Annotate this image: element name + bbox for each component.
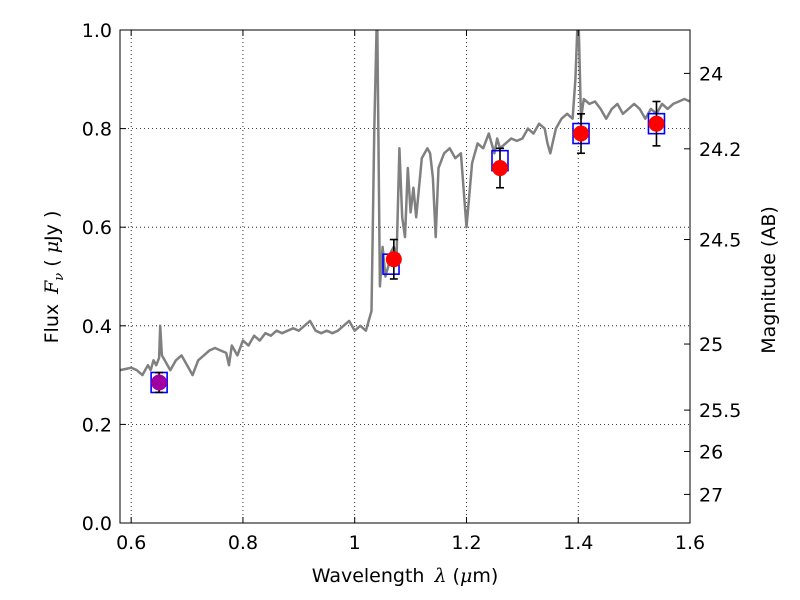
x-tick-label: 1.4 — [563, 532, 593, 554]
plot-frame — [119, 29, 691, 524]
y2-axis: 24 24.2 24.5 25 25.5 26 27 — [684, 63, 741, 506]
y-tick-label: 0.2 — [82, 414, 112, 436]
observed-point — [385, 251, 402, 268]
y2-axis-label: Magnitude (AB) — [758, 206, 780, 354]
y2-tick-label: 26 — [699, 442, 723, 464]
y2-tick-label: 25 — [699, 334, 723, 356]
y2-tick-label: 27 — [699, 484, 723, 506]
spectrum-line — [120, 30, 690, 377]
observed-point — [573, 125, 590, 142]
x-tick-label: 1.6 — [675, 532, 705, 554]
y2-tick-label: 25.5 — [699, 400, 741, 422]
x-tick-label: 0.6 — [116, 532, 146, 554]
y-tick-label: 1.0 — [82, 20, 112, 42]
grid — [120, 29, 691, 524]
observed-point — [648, 115, 665, 132]
y-tick-label: 0.0 — [82, 513, 112, 535]
x-axis-label: Wavelength λ (μm) — [312, 565, 499, 587]
y-axis-label: FluxFν ( μJy ) — [41, 211, 67, 344]
y-tick-label: 0.4 — [82, 316, 112, 338]
y2-tick-label: 24.2 — [699, 139, 741, 161]
y-tick-label: 0.6 — [82, 217, 112, 239]
x-tick-label: 1 — [349, 532, 361, 554]
y2-tick-label: 24.5 — [699, 230, 741, 252]
x-axis: 0.6 0.8 1 1.2 1.4 1.6 — [116, 30, 705, 554]
y-axis: 0.0 0.2 0.4 0.6 0.8 1.0 — [82, 20, 126, 535]
observed-point — [151, 374, 168, 391]
x-tick-label: 0.8 — [228, 532, 258, 554]
y2-tick-label: 24 — [699, 63, 723, 85]
y-tick-label: 0.8 — [82, 119, 112, 141]
data-layer — [120, 30, 690, 394]
observed-point — [492, 160, 508, 177]
x-tick-label: 1.2 — [451, 532, 481, 554]
